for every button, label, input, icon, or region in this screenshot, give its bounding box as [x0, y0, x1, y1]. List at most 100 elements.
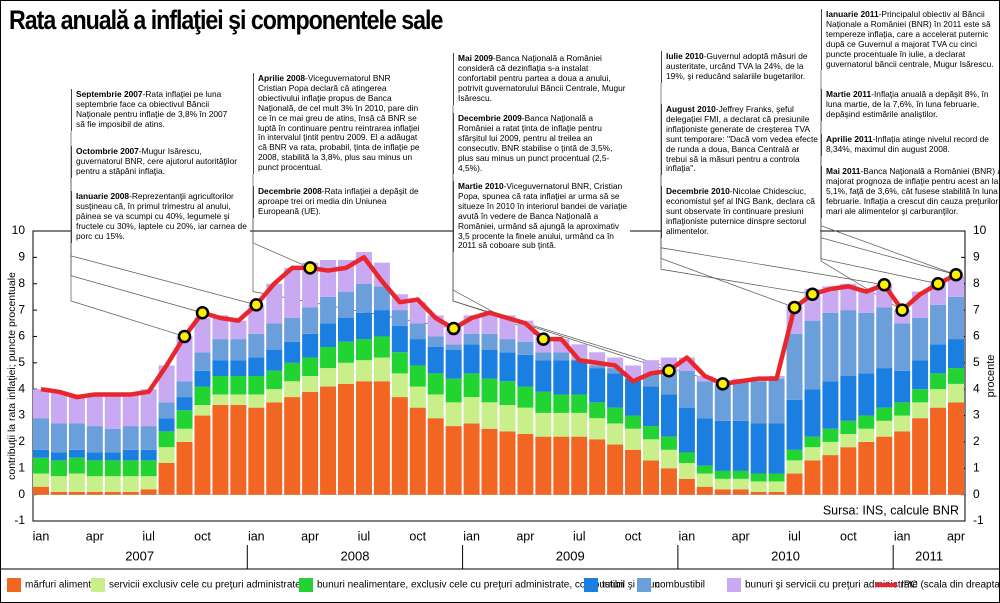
- legend-label: combustibil: [655, 580, 705, 591]
- event-marker: [303, 261, 317, 275]
- annotation-text: -Banca Naţională a României (BNR) a majo…: [826, 166, 1000, 216]
- x-tick-label: ian: [463, 529, 480, 543]
- connector: [820, 218, 957, 276]
- event-marker: [195, 305, 210, 320]
- bar-segment: [391, 325, 408, 353]
- bar-segment: [876, 420, 893, 437]
- bar-segment: [930, 389, 947, 408]
- legend-label: servicii exclusiv cele cu preţuri admini…: [109, 580, 301, 591]
- bar-segment: [696, 465, 713, 474]
- bar-segment: [714, 383, 731, 421]
- bar-segment: [858, 415, 875, 429]
- annotation-date: Mai 2009: [458, 53, 493, 63]
- bar-segment: [373, 310, 390, 337]
- bar-segment: [409, 365, 426, 387]
- bar-segment: [176, 336, 193, 382]
- y-tick-label: 4: [18, 381, 25, 395]
- bar-segment: [355, 360, 372, 382]
- bar-segment: [391, 310, 408, 326]
- bar-segment: [948, 402, 964, 495]
- bar-segment: [535, 412, 552, 437]
- annotation: Decembrie 2008-Rata inflaţiei a depăşit …: [253, 186, 422, 218]
- y-tick-label: -1: [14, 513, 25, 527]
- year-label: 2008: [341, 548, 370, 563]
- bar-segment: [643, 386, 659, 427]
- bar-segment: [696, 473, 713, 487]
- bar-segment: [86, 476, 103, 492]
- bar-segment: [373, 381, 390, 495]
- bar-segment: [607, 373, 624, 408]
- bar-segment: [894, 431, 911, 495]
- y2-tick-label: 8: [973, 276, 980, 290]
- bar-segment: [50, 452, 67, 461]
- bar-segment: [230, 376, 247, 395]
- bar-segment: [643, 460, 659, 495]
- bar-segment: [176, 381, 193, 398]
- bar-segment: [858, 441, 875, 495]
- bar-segment: [607, 357, 624, 369]
- x-tick-label: ian: [33, 529, 50, 543]
- bar-segment: [517, 341, 534, 355]
- bar-segment: [68, 492, 85, 495]
- bar-segment: [373, 262, 390, 287]
- bar-segment: [409, 407, 426, 495]
- bar-segment: [338, 341, 354, 363]
- x-tick-label: iul: [142, 529, 155, 543]
- bar-segment: [517, 407, 534, 434]
- x-tick-label: ian: [679, 529, 696, 543]
- bar-segment: [930, 373, 947, 390]
- bar-segment: [427, 394, 444, 419]
- annotation-text: -Viceguvernatorul BNR Cristian Popa decl…: [258, 73, 420, 173]
- bar-segment: [409, 302, 426, 324]
- bar-segment: [912, 360, 929, 390]
- chart-title: Rata anuală a inflaţiei şi componentele …: [9, 5, 443, 35]
- annotation: Mai 2011-Banca Naţională a României (BNR…: [821, 166, 1000, 218]
- bar-segment: [912, 389, 929, 403]
- y2-axis-label: procente: [985, 355, 997, 398]
- bar-segment: [804, 436, 821, 448]
- bar-segment: [553, 436, 570, 495]
- bar-segment: [122, 449, 139, 461]
- annotation-text: -Banca Naţională a României consideră că…: [458, 53, 626, 103]
- bar-segment: [284, 318, 301, 342]
- legend-swatch: [637, 578, 651, 592]
- bar-segment: [822, 441, 839, 456]
- bar-segment: [948, 339, 964, 369]
- bar-segment: [230, 320, 247, 340]
- annotation: Decembrie 2010-Nicolae Chidesciuc, econo…: [661, 186, 820, 238]
- bar-segment: [158, 447, 175, 463]
- bar-segment: [912, 318, 929, 361]
- annotation: Martie 2010-Viceguvernatorul BNR, Cristi…: [453, 181, 630, 253]
- bar-segment: [122, 476, 139, 492]
- bar-segment: [194, 370, 211, 387]
- bar-segment: [607, 368, 624, 374]
- bar-segment: [320, 260, 337, 297]
- bar-segment: [517, 434, 534, 495]
- bar-segment: [176, 410, 193, 429]
- bar-segment: [660, 468, 677, 495]
- annotation-date: Iulie 2010: [666, 51, 704, 61]
- bar-segment: [104, 394, 121, 429]
- annotation-date: Septembrie 2007: [76, 89, 143, 99]
- event-marker: [895, 303, 909, 317]
- bar-segment: [481, 312, 498, 334]
- bar-segment: [589, 439, 606, 495]
- x-tick-label: ian: [248, 529, 265, 543]
- bar-segment: [625, 449, 642, 495]
- bar-segment: [607, 407, 624, 424]
- bar-segment: [535, 352, 552, 361]
- y-tick-label: 8: [18, 276, 25, 290]
- y2-tick-label: 6: [973, 329, 980, 343]
- bar-segment: [212, 339, 229, 361]
- bar-segment: [320, 368, 337, 387]
- bar-segment: [768, 378, 785, 424]
- bar-segment: [750, 423, 767, 474]
- x-tick-label: oct: [625, 529, 642, 543]
- bar-segment: [140, 476, 157, 490]
- bar-segment: [373, 286, 390, 311]
- annotation-date: Martie 2011: [826, 89, 872, 99]
- bar-segment: [481, 402, 498, 429]
- bar-segment: [571, 436, 588, 495]
- bar-segment: [625, 428, 642, 450]
- bar-segment: [284, 362, 301, 382]
